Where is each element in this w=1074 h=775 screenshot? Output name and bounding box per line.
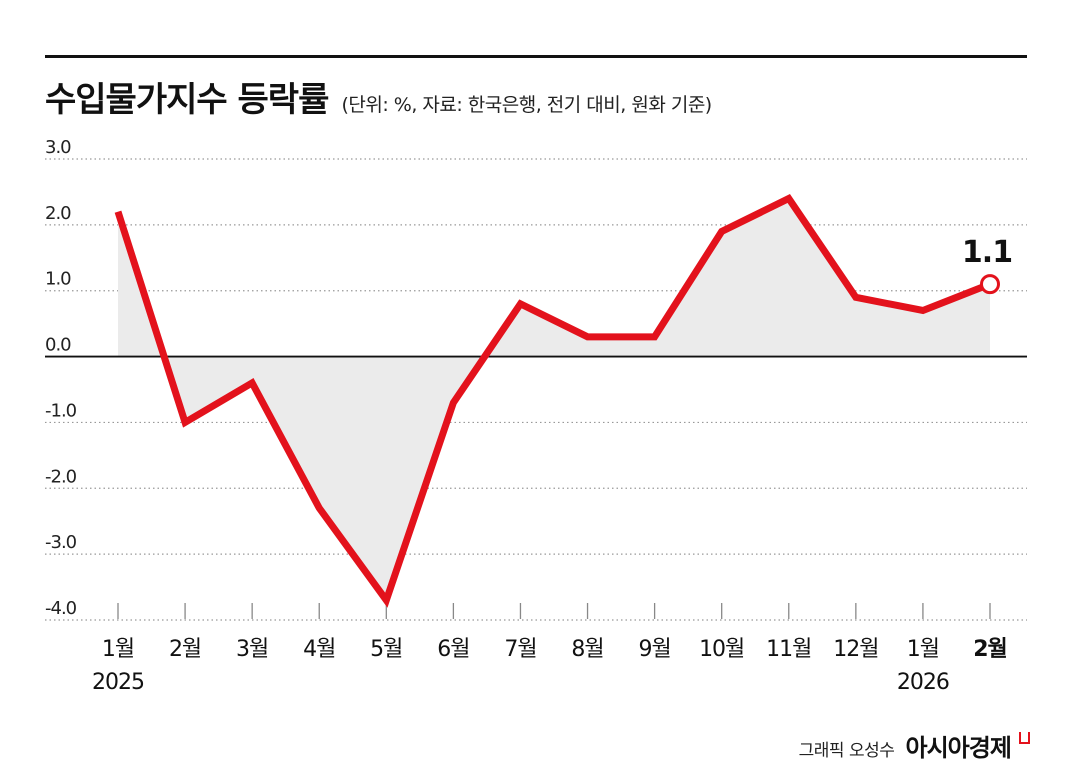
x-tick-label: 10월 <box>699 637 744 662</box>
x-tick-label: 7월 <box>504 637 536 662</box>
y-tick-label: -1.0 <box>45 400 77 421</box>
x-tick-label: 4월 <box>303 637 335 662</box>
grid-layer <box>45 158 1027 621</box>
line-layer <box>114 194 1000 608</box>
brand-mark-icon <box>1019 732 1030 744</box>
y-tick-label: 0.0 <box>45 335 71 356</box>
x-tick-label: 6월 <box>437 637 469 662</box>
brand-logo-text: 아시아경제 <box>905 734 1012 762</box>
x-tick-label: 1월 <box>102 637 134 662</box>
y-tick-label: -3.0 <box>45 532 77 553</box>
header: 수입물가지수 등락률 (단위: %, 자료: 한국은행, 전기 대비, 원화 기… <box>45 72 712 121</box>
series-line <box>114 194 992 608</box>
x-tick-label: 8월 <box>571 637 603 662</box>
y-tick-label: -2.0 <box>45 466 77 487</box>
credit: 그래픽 오성수 아시아경제 <box>799 728 1030 763</box>
data-label: 1.1 <box>962 235 1012 270</box>
area-fill <box>118 198 990 601</box>
highlight-point <box>980 274 1000 295</box>
x-tick-label: 12월 <box>833 637 878 662</box>
y-tick-label: 1.0 <box>45 269 71 290</box>
x-tick-label: 2월 <box>973 637 1007 662</box>
x-tick-label: 11월 <box>766 637 811 662</box>
area-layer <box>118 198 990 601</box>
credit-text: 그래픽 오성수 <box>798 741 895 761</box>
x-tick-label: 9월 <box>638 637 670 662</box>
x-tick-label: 5월 <box>370 637 402 662</box>
y-tick-label: 3.0 <box>45 137 71 158</box>
top-rule <box>45 55 1027 58</box>
chart-subtitle: (단위: %, 자료: 한국은행, 전기 대비, 원화 기준) <box>341 94 712 116</box>
x-tick-label: 2월 <box>169 637 201 662</box>
chart-title: 수입물가지수 등락률 <box>45 80 329 120</box>
x-tick-label: 3월 <box>236 637 268 662</box>
x-tick-label: 1월 <box>907 637 939 662</box>
y-tick-label: 2.0 <box>45 203 71 224</box>
year-label: 2025 <box>92 670 144 695</box>
y-tick-label: -4.0 <box>45 598 77 619</box>
year-label: 2026 <box>897 670 949 695</box>
label-layer: 3.0 2.0 1.0 0.0 -1.0 -2.0 -3.0 -4.0 1월 2025 2월 3월 4월… <box>45 137 1013 695</box>
